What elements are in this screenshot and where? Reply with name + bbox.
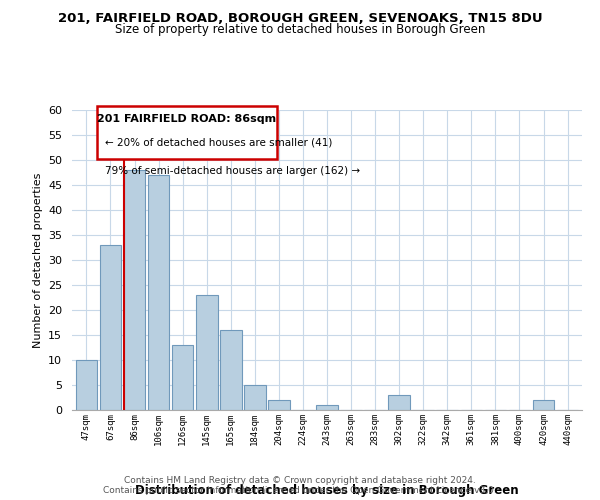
Bar	[268, 400, 290, 410]
Bar	[172, 345, 193, 410]
Bar	[148, 175, 169, 410]
Bar	[533, 400, 554, 410]
Bar	[244, 385, 266, 410]
X-axis label: Distribution of detached houses by size in Borough Green: Distribution of detached houses by size …	[135, 484, 519, 497]
Y-axis label: Number of detached properties: Number of detached properties	[32, 172, 43, 348]
Text: 201 FAIRFIELD ROAD: 86sqm: 201 FAIRFIELD ROAD: 86sqm	[97, 114, 277, 124]
Bar	[316, 405, 338, 410]
Text: Contains public sector information licensed under the Open Government Licence v3: Contains public sector information licen…	[103, 486, 497, 495]
Text: Size of property relative to detached houses in Borough Green: Size of property relative to detached ho…	[115, 22, 485, 36]
Bar	[76, 360, 97, 410]
Bar	[100, 245, 121, 410]
Text: 201, FAIRFIELD ROAD, BOROUGH GREEN, SEVENOAKS, TN15 8DU: 201, FAIRFIELD ROAD, BOROUGH GREEN, SEVE…	[58, 12, 542, 26]
FancyBboxPatch shape	[97, 106, 277, 159]
Text: Contains HM Land Registry data © Crown copyright and database right 2024.: Contains HM Land Registry data © Crown c…	[124, 476, 476, 485]
Bar	[388, 395, 410, 410]
Text: ← 20% of detached houses are smaller (41): ← 20% of detached houses are smaller (41…	[105, 138, 332, 147]
Bar	[124, 170, 145, 410]
Bar	[196, 295, 218, 410]
Text: 79% of semi-detached houses are larger (162) →: 79% of semi-detached houses are larger (…	[105, 166, 360, 176]
Bar	[220, 330, 242, 410]
